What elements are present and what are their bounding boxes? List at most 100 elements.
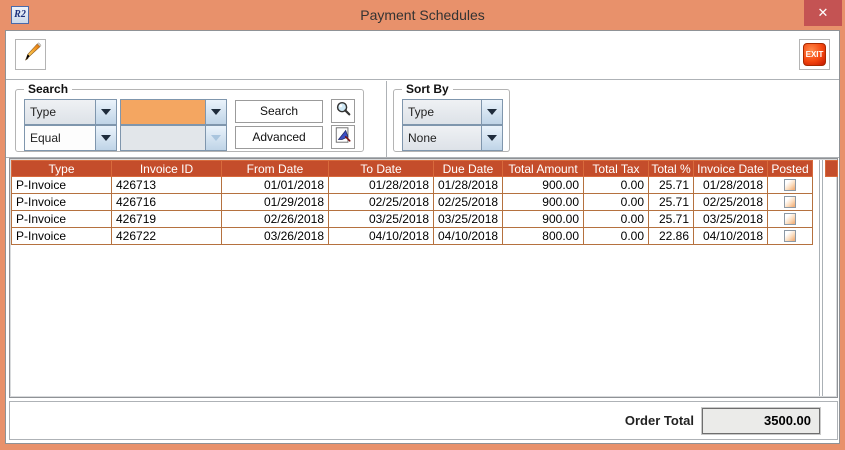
sort-primary-combo[interactable]: Type: [402, 99, 503, 125]
table-panel: Type Invoice ID From Date To Date Due Date To…: [9, 158, 838, 398]
table-cell: 03/25/2018: [434, 211, 503, 228]
table-row[interactable]: P-Invoice 426716 01/29/2018 02/25/2018 02/25…: [11, 194, 813, 211]
pencil-icon: [20, 41, 42, 68]
table-cell: 22.86: [649, 228, 694, 245]
chevron-down-icon[interactable]: [481, 126, 502, 150]
table-cell: 0.00: [584, 228, 649, 245]
table-cell: 01/29/2018: [222, 194, 329, 211]
sort-secondary-combo[interactable]: None: [402, 125, 503, 151]
app-logo-icon: R2: [11, 6, 29, 24]
table-cell: 04/10/2018: [694, 228, 768, 245]
window-title: Payment Schedules: [360, 7, 485, 23]
table-cell: 04/10/2018: [329, 228, 434, 245]
table-cell: 25.71: [649, 177, 694, 194]
sort-groupbox: Sort By Type None: [393, 82, 510, 152]
edit-button[interactable]: [15, 39, 46, 70]
search-operator-combo-value: Equal: [25, 126, 95, 150]
table-cell: 0.00: [584, 194, 649, 211]
sort-secondary-combo-value: None: [403, 126, 481, 150]
exit-icon: EXIT: [803, 43, 826, 66]
column-header[interactable]: Type: [11, 160, 112, 177]
search-value-combo-value: [121, 100, 205, 124]
search-value2-combo: [120, 125, 227, 151]
chevron-down-icon[interactable]: [95, 126, 116, 150]
posted-checkbox[interactable]: [784, 213, 796, 225]
search-button[interactable]: Search: [235, 100, 323, 123]
close-button[interactable]: ✕: [804, 0, 842, 26]
table-row[interactable]: P-Invoice 426722 03/26/2018 04/10/2018 04/10…: [11, 228, 813, 245]
table-cell: [768, 228, 813, 245]
table-row[interactable]: P-Invoice 426713 01/01/2018 01/28/2018 01/28…: [11, 177, 813, 194]
table-cell: 900.00: [503, 211, 584, 228]
table-cell: 900.00: [503, 177, 584, 194]
order-total-field: 3500.00: [702, 408, 820, 434]
document-magnifier-icon: [334, 126, 352, 149]
search-groupbox-label: Search: [24, 82, 73, 96]
titlebar: R2 Payment Schedules ✕: [0, 0, 845, 30]
table-cell: 02/26/2018: [222, 211, 329, 228]
table-cell: 0.00: [584, 177, 649, 194]
table-cell: 03/26/2018: [222, 228, 329, 245]
advanced-button[interactable]: Advanced: [235, 126, 323, 149]
table-cell: 900.00: [503, 194, 584, 211]
table-cell: 04/10/2018: [434, 228, 503, 245]
column-header[interactable]: Invoice ID: [112, 160, 222, 177]
column-header[interactable]: Invoice Date: [694, 160, 768, 177]
column-header[interactable]: Posted: [768, 160, 813, 177]
chevron-down-icon[interactable]: [205, 100, 226, 124]
table-cell: [768, 177, 813, 194]
chevron-down-icon[interactable]: [481, 100, 502, 124]
scrollpane-edge: [819, 160, 820, 396]
table-row[interactable]: P-Invoice 426719 02/26/2018 03/25/2018 03/25…: [11, 211, 813, 228]
table-cell: 03/25/2018: [694, 211, 768, 228]
search-icon-button[interactable]: [331, 99, 355, 123]
sort-primary-combo-value: Type: [403, 100, 481, 124]
table-cell: 02/25/2018: [694, 194, 768, 211]
table-cell: 25.71: [649, 211, 694, 228]
chevron-down-icon[interactable]: [95, 100, 116, 124]
column-header[interactable]: To Date: [329, 160, 434, 177]
table-cell: [768, 211, 813, 228]
posted-checkbox[interactable]: [784, 179, 796, 191]
search-groupbox: Search Type Equal: [15, 82, 364, 152]
scrollbar-track-edge: [822, 160, 823, 396]
search-pane: Search Type Equal: [6, 81, 387, 157]
search-field-combo-value: Type: [25, 100, 95, 124]
toolbar: EXIT: [6, 31, 839, 80]
column-header[interactable]: From Date: [222, 160, 329, 177]
order-total-label: Order Total: [624, 413, 694, 428]
column-header[interactable]: Due Date: [434, 160, 503, 177]
sort-groupbox-label: Sort By: [402, 82, 453, 96]
search-operator-combo[interactable]: Equal: [24, 125, 117, 151]
table-cell: 02/25/2018: [434, 194, 503, 211]
close-x-icon: ✕: [817, 5, 829, 20]
table-cell: P-Invoice: [11, 211, 112, 228]
column-header[interactable]: Total Tax: [584, 160, 649, 177]
search-field-combo[interactable]: Type: [24, 99, 117, 125]
search-value2-combo-value: [121, 126, 205, 150]
schedule-table: Type Invoice ID From Date To Date Due Date To…: [11, 160, 813, 245]
magnifier-icon: [334, 100, 352, 123]
posted-checkbox[interactable]: [784, 196, 796, 208]
table-cell: 426719: [112, 211, 222, 228]
table-cell: 01/28/2018: [434, 177, 503, 194]
column-header[interactable]: Total %: [649, 160, 694, 177]
exit-button[interactable]: EXIT: [799, 39, 830, 70]
table-cell: 0.00: [584, 211, 649, 228]
posted-checkbox[interactable]: [784, 230, 796, 242]
advanced-search-icon-button[interactable]: [331, 125, 355, 149]
table-cell: 25.71: [649, 194, 694, 211]
table-cell: [768, 194, 813, 211]
window-content: EXIT Search Type Equal: [5, 30, 840, 444]
search-value-combo[interactable]: [120, 99, 227, 125]
table-header-row: Type Invoice ID From Date To Date Due Date To…: [11, 160, 813, 177]
column-header[interactable]: Total Amount: [503, 160, 584, 177]
table-cell: 426713: [112, 177, 222, 194]
table-cell: P-Invoice: [11, 194, 112, 211]
table-cell: 03/25/2018: [329, 211, 434, 228]
table-cell: 01/28/2018: [329, 177, 434, 194]
table-cell: 01/01/2018: [222, 177, 329, 194]
table-cell: 02/25/2018: [329, 194, 434, 211]
footer-panel: Order Total 3500.00: [9, 401, 838, 440]
